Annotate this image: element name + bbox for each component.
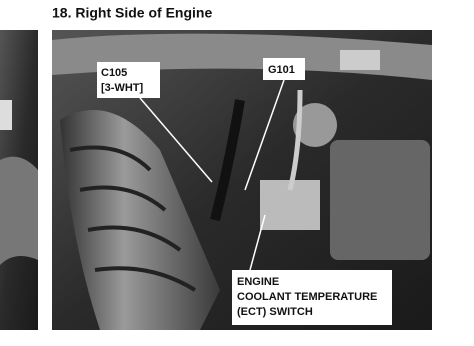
callout-c105: C105 [3-WHT]: [97, 62, 213, 183]
callout-line: C105: [101, 67, 127, 79]
callout-g101: G101: [244, 58, 305, 191]
callout-ect: ENGINE COOLANT TEMPERATURE (ECT) SWITCH: [232, 214, 392, 325]
callout-line: COOLANT TEMPERATURE: [237, 291, 377, 303]
callout-line: [3-WHT]: [101, 82, 143, 94]
left-photo: [0, 30, 38, 330]
callout-line: G101: [268, 64, 295, 76]
callout-line: ENGINE: [237, 276, 279, 288]
callout-line: (ECT) SWITCH: [237, 306, 313, 318]
page-title: 18. Right Side of Engine: [52, 5, 212, 21]
